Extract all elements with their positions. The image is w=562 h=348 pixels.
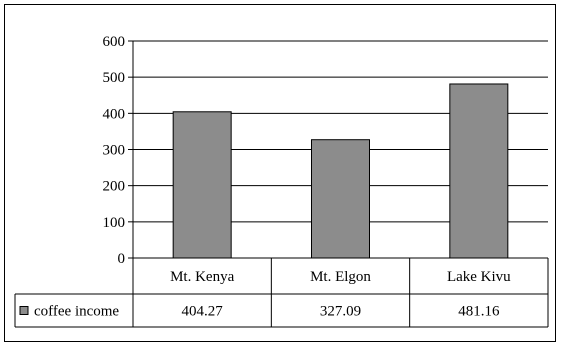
bar (311, 139, 370, 259)
bar (172, 111, 232, 259)
data-table: Mt. Kenya Mt. Elgon Lake Kivu 404.27 327.09 4… (14, 258, 549, 328)
y-tick-labels: 0 100 200 300 400 500 600 (103, 34, 126, 267)
data-value-label: 404.27 (182, 304, 224, 320)
bar (449, 83, 509, 259)
y-tick-label: 500 (103, 70, 126, 86)
legend-key (19, 306, 29, 315)
y-tick-label: 600 (103, 34, 126, 50)
bars (172, 83, 509, 259)
data-value-label: 327.09 (320, 304, 361, 320)
legend-series-name: coffee income (34, 304, 119, 320)
y-tick-label: 200 (103, 179, 126, 195)
y-tick-label: 100 (103, 215, 126, 231)
x-category-label: Mt. Elgon (310, 269, 371, 285)
data-value-label: 481.16 (458, 304, 500, 320)
x-category-label: Mt. Kenya (170, 269, 234, 285)
y-tick-label: 0 (118, 251, 126, 267)
y-tick-label: 400 (103, 106, 126, 122)
y-tick-label: 300 (103, 143, 126, 159)
x-category-label: Lake Kivu (447, 269, 511, 285)
axes (128, 40, 548, 327)
